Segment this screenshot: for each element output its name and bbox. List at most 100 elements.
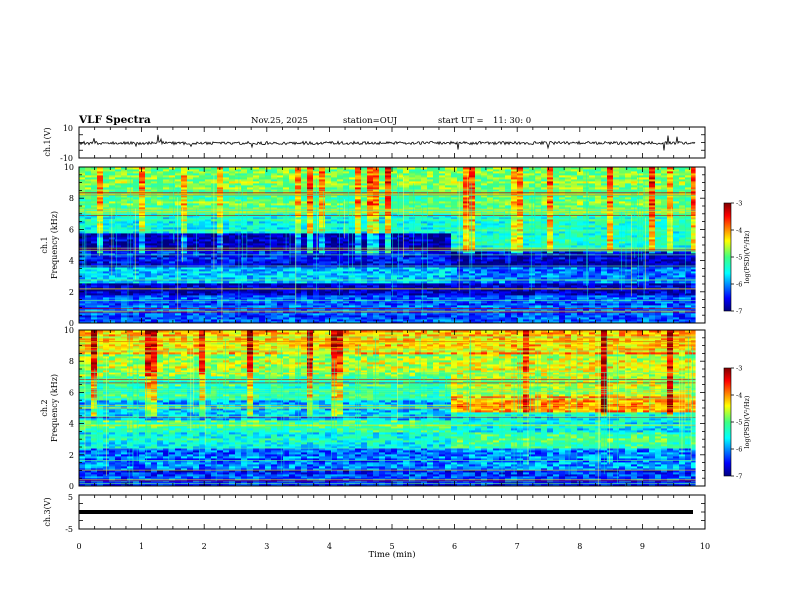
- spectrogram-cell: [325, 213, 332, 216]
- spectrogram-cell: [151, 317, 158, 320]
- spectrogram-cell: [235, 303, 242, 306]
- spectrogram-cell: [205, 185, 212, 188]
- spectrogram-cell: [307, 239, 314, 242]
- spectrogram-cell: [319, 217, 326, 220]
- spectrogram-cell: [301, 281, 308, 284]
- spectrogram-cell: [289, 233, 296, 236]
- spectrogram-cell: [217, 277, 224, 280]
- spectrogram-cell: [259, 219, 266, 222]
- spectrogram-cell: [151, 289, 158, 292]
- spectrogram-cell: [91, 321, 98, 323]
- spectrogram-cell: [121, 175, 128, 178]
- spectrogram-cell: [325, 179, 332, 182]
- spectrogram-cell: [103, 297, 110, 300]
- spectrogram-cell: [217, 239, 224, 242]
- spectrogram-cell: [301, 205, 308, 208]
- spectrogram-cell: [229, 217, 236, 220]
- spectrogram-cell: [199, 271, 206, 274]
- spectrogram-cell: [205, 239, 212, 242]
- spectrogram-cell: [175, 275, 182, 278]
- spectrogram-cell: [115, 241, 122, 244]
- spectrogram-cell: [325, 261, 332, 264]
- spectrogram-cell: [343, 271, 350, 274]
- spectrogram-cell: [97, 309, 104, 312]
- spectrogram-cell: [325, 171, 332, 174]
- spectrogram-cell: [199, 181, 206, 184]
- spectrogram-cell: [139, 177, 146, 180]
- spectrogram-cell: [109, 321, 116, 323]
- spectrogram-cell: [289, 305, 296, 308]
- spectrogram-cell: [199, 195, 206, 198]
- spectrogram-cell: [151, 273, 158, 276]
- spectrogram-cell: [283, 317, 290, 320]
- spectrogram-cell: [295, 181, 302, 184]
- spectrogram-cell: [193, 201, 200, 204]
- spectrogram-cell: [337, 219, 344, 222]
- spectrogram-cell: [259, 269, 266, 272]
- spectrogram-cell: [283, 261, 290, 264]
- spectrogram-cell: [169, 179, 176, 182]
- spectrogram-cell: [343, 319, 350, 322]
- spectrogram-cell: [349, 315, 356, 318]
- spectrogram-cell: [181, 285, 188, 288]
- spectrogram-cell: [133, 201, 140, 204]
- spectrogram-cell: [253, 257, 260, 260]
- spectrogram-cell: [289, 215, 296, 218]
- spectrogram-cell: [325, 303, 332, 306]
- spectrogram-cell: [235, 181, 242, 184]
- spectrogram-cell: [85, 183, 92, 186]
- spectrogram-cell: [337, 167, 344, 170]
- spectrogram-cell: [307, 207, 314, 210]
- spectrogram-cell: [199, 287, 206, 290]
- spectrogram-cell: [229, 273, 236, 276]
- spectrogram-cell: [139, 173, 146, 176]
- spectrogram-cell: [277, 257, 284, 260]
- spectrogram-cell: [85, 185, 92, 188]
- spectrogram-cell: [181, 271, 188, 274]
- spectrogram-cell: [79, 243, 86, 246]
- spectrogram-cell: [325, 195, 332, 198]
- spectrogram-cell: [289, 321, 296, 323]
- spectrogram-cell: [295, 267, 302, 270]
- spectrogram-cell: [109, 313, 116, 316]
- spectrogram-cell: [223, 181, 230, 184]
- spectrogram-cell: [181, 241, 188, 244]
- spectrogram-cell: [199, 313, 206, 316]
- spectrogram-cell: [355, 301, 362, 304]
- spectrogram-cell: [145, 207, 152, 210]
- spectrogram-cell: [289, 281, 296, 284]
- spectrogram-cell: [133, 283, 140, 286]
- spectrogram-cell: [235, 253, 242, 256]
- spectrogram-cell: [109, 303, 116, 306]
- spectrogram-cell: [355, 203, 362, 206]
- spectrogram-cell: [319, 313, 326, 316]
- spectrogram-cell: [211, 301, 218, 304]
- spectrogram-cell: [217, 293, 224, 296]
- spectrogram-cell: [115, 317, 122, 320]
- spectrogram-cell: [289, 171, 296, 174]
- spectrogram-cell: [139, 295, 146, 298]
- spectrogram-cell: [265, 297, 272, 300]
- spectrogram-cell: [103, 267, 110, 270]
- spectrogram-cell: [295, 295, 302, 298]
- spectrogram-cell: [91, 229, 98, 232]
- spectrogram-cell: [115, 197, 122, 200]
- spectrogram-cell: [115, 283, 122, 286]
- spectrogram-cell: [175, 263, 182, 266]
- spectrogram-cell: [223, 169, 230, 172]
- spectrogram-cell: [319, 207, 326, 210]
- spectrogram-cell: [223, 317, 230, 320]
- spectrogram-cell: [115, 167, 122, 170]
- spectrogram-cell: [79, 251, 86, 254]
- spectrogram-cell: [355, 175, 362, 178]
- spectrogram-cell: [313, 175, 320, 178]
- spectrogram-cell: [145, 235, 152, 238]
- spectrogram-cell: [229, 321, 236, 323]
- spectrogram-cell: [295, 233, 302, 236]
- spectrogram-cell: [199, 183, 206, 186]
- spectrogram-cell: [247, 285, 254, 288]
- spectrogram-cell: [265, 219, 272, 222]
- spectrogram-cell: [127, 263, 134, 266]
- spectrogram-cell: [211, 281, 218, 284]
- spectrogram-cell: [349, 319, 356, 322]
